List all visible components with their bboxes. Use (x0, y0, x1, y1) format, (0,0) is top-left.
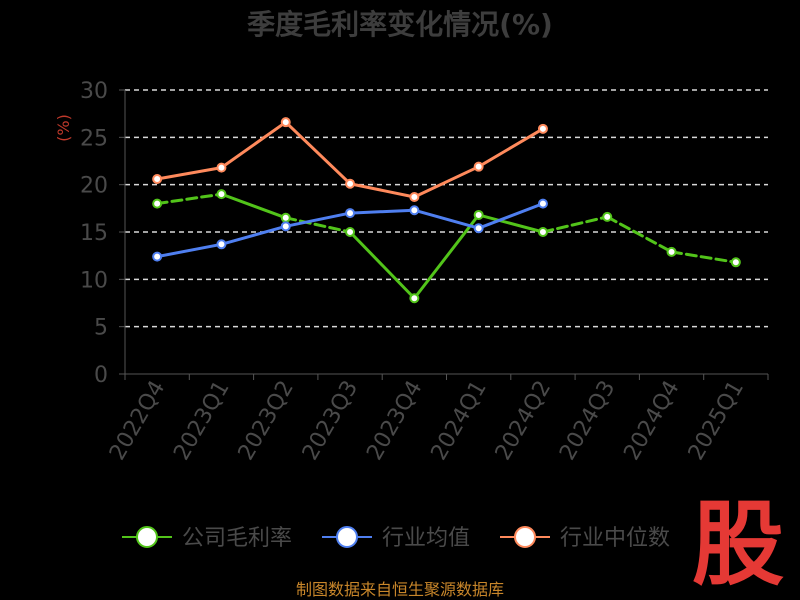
series-line-segment (155, 242, 223, 259)
y-axis-label: (%) (54, 114, 73, 142)
series-line-segment (219, 224, 288, 246)
x-tick-label: 2022Q4 (105, 377, 170, 465)
y-tick-label: 25 (80, 126, 108, 151)
y-tick-label: 10 (80, 268, 108, 293)
y-tick-label: 15 (80, 221, 108, 246)
series-3 (152, 117, 548, 202)
series-line-segment (284, 211, 352, 228)
x-tick-label: 2025Q1 (684, 377, 749, 465)
logo: 股 (692, 491, 784, 598)
series-line-segment (477, 127, 545, 169)
data-point (152, 198, 163, 209)
data-point (537, 198, 548, 209)
y-tick-label: 0 (94, 363, 108, 388)
series-line-segment (605, 215, 674, 254)
legend-marker (336, 526, 358, 548)
series-line-segment (477, 213, 545, 234)
y-tick-label: 30 (80, 79, 108, 104)
legend-marker (136, 526, 158, 548)
x-tick-label: 2024Q1 (427, 377, 492, 465)
series-line-segment (412, 213, 481, 300)
data-point (216, 239, 227, 250)
data-point (345, 208, 356, 219)
data-point (152, 173, 163, 184)
data-point (602, 211, 613, 222)
data-point (537, 123, 548, 134)
data-point (345, 227, 356, 237)
data-point (409, 191, 420, 202)
legend-item: 公司毛利率 (122, 526, 292, 551)
source-note: 制图数据来自恒生聚源数据库 (296, 580, 504, 599)
data-point (730, 257, 741, 268)
data-point (280, 221, 291, 232)
axes (119, 89, 769, 380)
grid-lines (125, 89, 768, 328)
data-point (280, 117, 291, 128)
data-point (280, 212, 291, 223)
data-point (537, 227, 548, 237)
x-tick-label: 2023Q4 (362, 377, 427, 465)
series-line-segment (348, 208, 416, 215)
series-line-segment (670, 250, 738, 264)
legend-label: 公司毛利率 (182, 526, 292, 551)
legend-marker (514, 526, 536, 548)
data-point (473, 223, 484, 234)
legend-item: 行业中位数 (500, 526, 670, 551)
y-tick-label: 5 (94, 316, 108, 341)
legend-label: 行业中位数 (560, 526, 670, 551)
chart-title: 季度毛利率变化情况(%) (247, 8, 553, 41)
data-point (345, 178, 356, 189)
series-line-segment (412, 165, 481, 199)
x-tick-label: 2024Q2 (491, 377, 556, 465)
x-tick-label: 2024Q4 (619, 377, 684, 465)
series-line-segment (284, 120, 352, 186)
y-tick-labels: 0 5 10 15 20 25 30 (80, 79, 108, 388)
data-point (409, 293, 420, 304)
x-tick-label: 2023Q2 (234, 377, 299, 465)
series-1 (152, 189, 741, 304)
series-line-segment (412, 208, 481, 230)
x-tick-label: 2024Q3 (555, 377, 620, 465)
series-layer (152, 117, 741, 304)
x-tick-label: 2023Q1 (169, 377, 234, 465)
x-tick-labels: 2022Q42023Q12023Q22023Q32023Q42024Q12024… (105, 377, 749, 465)
x-tick-label: 2023Q3 (298, 377, 363, 465)
series-line-segment (477, 202, 545, 230)
series-line-segment (541, 215, 609, 234)
series-2 (152, 198, 548, 262)
series-line-segment (348, 230, 416, 300)
data-point (473, 161, 484, 172)
data-point (216, 162, 227, 173)
legend: 公司毛利率 行业均值 行业中位数 (122, 526, 670, 551)
data-point (216, 189, 227, 200)
series-line-segment (155, 166, 223, 181)
data-point (409, 205, 420, 216)
legend-label: 行业均值 (382, 526, 470, 551)
data-point (473, 209, 484, 220)
data-point (152, 251, 163, 262)
series-line-segment (219, 192, 288, 220)
series-line-segment (155, 192, 223, 206)
data-point (666, 246, 677, 257)
series-line-segment (219, 120, 288, 170)
legend-item: 行业均值 (322, 526, 470, 551)
y-tick-label: 20 (80, 174, 108, 199)
series-line-segment (348, 182, 416, 199)
series-line-segment (284, 216, 352, 234)
